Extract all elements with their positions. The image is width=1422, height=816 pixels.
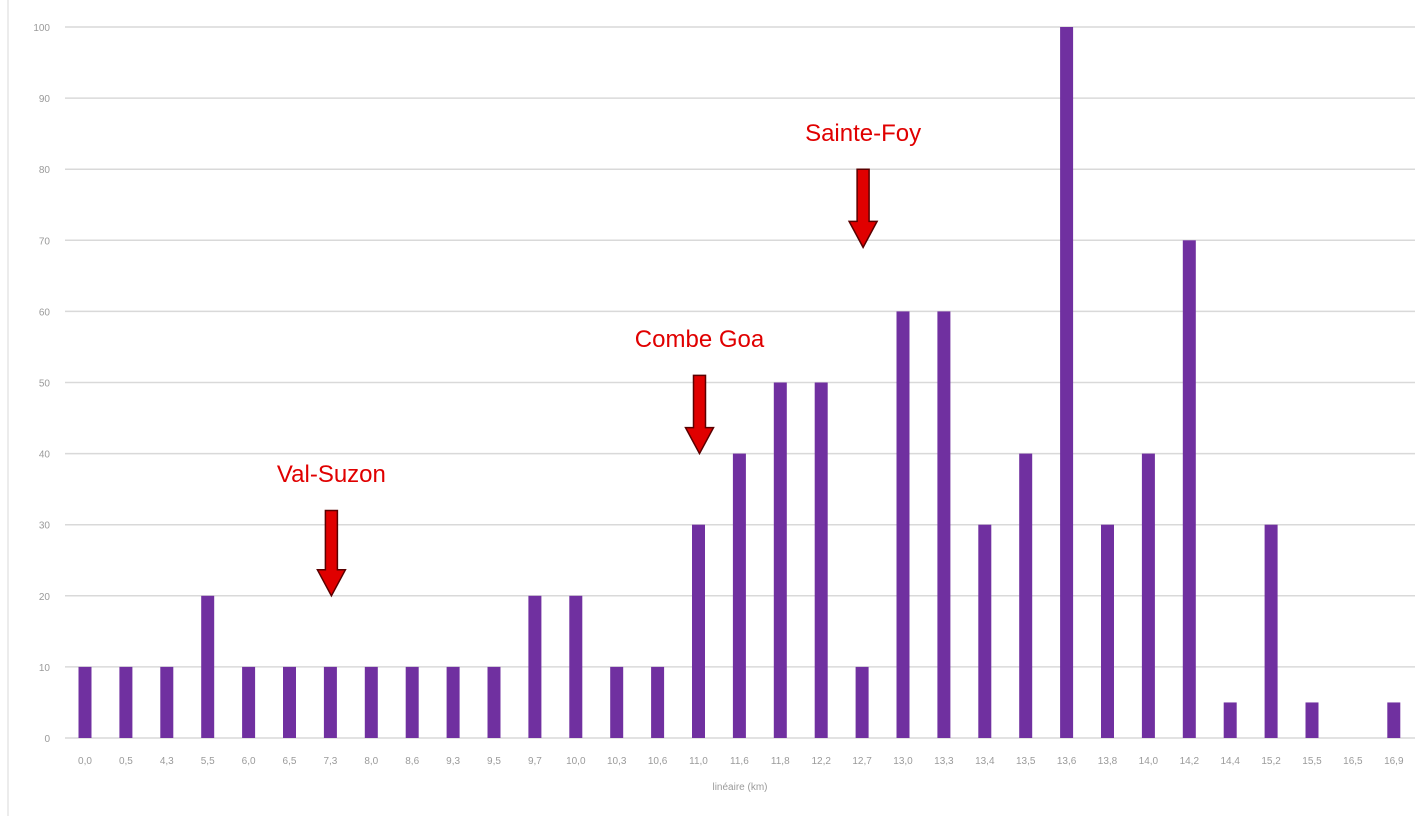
y-tick-label: 10 bbox=[39, 663, 51, 674]
annotation: Combe Goa bbox=[635, 326, 765, 456]
x-tick-label: 14,2 bbox=[1180, 756, 1200, 767]
x-tick-label: 13,4 bbox=[975, 756, 995, 767]
annotation-label: Val-Suzon bbox=[277, 461, 386, 488]
bar bbox=[1182, 240, 1196, 739]
bar bbox=[773, 382, 787, 738]
y-tick-label: 100 bbox=[33, 23, 50, 34]
bar bbox=[651, 666, 665, 738]
down-arrow-icon bbox=[684, 374, 715, 456]
bar bbox=[405, 666, 419, 738]
y-tick-label: 90 bbox=[39, 94, 51, 105]
y-axis-tick-labels: 0 10 20 30 40 50 60 70 80 90 100 bbox=[33, 23, 50, 745]
x-tick-label: 9,3 bbox=[446, 756, 460, 767]
x-tick-label: 13,0 bbox=[893, 756, 913, 767]
down-arrow-icon bbox=[847, 168, 879, 249]
x-axis-tick-labels: 0,0 0,5 4,3 5,5 6,0 6,5 7,3 8,0 8,6 9,3 9,5 9,7 10,0… bbox=[78, 756, 1404, 767]
bar bbox=[283, 666, 296, 738]
x-tick-label: 13,6 bbox=[1057, 756, 1077, 767]
bar bbox=[446, 666, 460, 738]
x-tick-label: 9,5 bbox=[487, 756, 501, 767]
bar bbox=[814, 382, 828, 738]
x-tick-label: 0,0 bbox=[78, 756, 92, 767]
bar bbox=[1101, 524, 1114, 738]
y-tick-label: 30 bbox=[39, 521, 51, 532]
x-tick-label: 10,0 bbox=[566, 756, 586, 767]
x-tick-label: 12,7 bbox=[852, 756, 872, 767]
x-tick-label: 16,5 bbox=[1343, 756, 1363, 767]
x-tick-label: 4,3 bbox=[160, 756, 174, 767]
bar bbox=[1305, 702, 1319, 738]
annotation: Val-Suzon bbox=[277, 461, 386, 598]
annotation-label: Combe Goa bbox=[635, 326, 765, 353]
bar bbox=[364, 666, 378, 738]
bar bbox=[119, 666, 133, 738]
x-tick-label: 8,6 bbox=[405, 756, 419, 767]
bars bbox=[78, 27, 1401, 739]
bar bbox=[1264, 524, 1278, 738]
x-tick-label: 15,2 bbox=[1261, 756, 1281, 767]
bar bbox=[1223, 702, 1237, 738]
bar bbox=[732, 453, 746, 738]
y-tick-label: 50 bbox=[39, 379, 51, 390]
bar bbox=[978, 524, 992, 738]
x-tick-label: 11,0 bbox=[689, 756, 708, 767]
bar bbox=[1141, 453, 1155, 738]
bar bbox=[201, 595, 215, 738]
y-tick-label: 0 bbox=[44, 734, 50, 745]
x-tick-label: 15,5 bbox=[1302, 756, 1322, 767]
bar bbox=[855, 666, 869, 738]
x-tick-label: 16,9 bbox=[1384, 756, 1404, 767]
annotation-label: Sainte-Foy bbox=[805, 120, 921, 147]
annotations: Val-Suzon Combe Goa Sainte-Foy bbox=[277, 120, 921, 598]
bar bbox=[78, 666, 92, 738]
x-tick-label: 7,3 bbox=[323, 756, 337, 767]
bar bbox=[692, 524, 705, 738]
x-tick-label: 12,2 bbox=[811, 756, 831, 767]
x-axis-title: linéaire (km) bbox=[712, 782, 767, 793]
x-tick-label: 6,5 bbox=[283, 756, 297, 767]
bar bbox=[569, 595, 583, 738]
bar bbox=[1019, 453, 1033, 738]
x-tick-label: 10,3 bbox=[607, 756, 627, 767]
y-tick-label: 70 bbox=[39, 236, 51, 247]
bar bbox=[160, 666, 174, 738]
x-tick-label: 5,5 bbox=[201, 756, 215, 767]
bar bbox=[1387, 702, 1401, 738]
x-tick-label: 13,3 bbox=[934, 756, 954, 767]
y-tick-label: 80 bbox=[39, 165, 51, 176]
x-tick-label: 6,0 bbox=[242, 756, 256, 767]
x-tick-label: 14,0 bbox=[1139, 756, 1159, 767]
x-tick-label: 11,6 bbox=[730, 756, 749, 767]
bar bbox=[323, 666, 337, 738]
x-tick-label: 11,8 bbox=[771, 756, 790, 767]
y-tick-label: 40 bbox=[39, 450, 51, 461]
x-tick-label: 13,5 bbox=[1016, 756, 1036, 767]
x-tick-label: 13,8 bbox=[1098, 756, 1118, 767]
bar bbox=[937, 311, 951, 738]
y-tick-label: 60 bbox=[39, 307, 51, 318]
down-arrow-icon bbox=[316, 509, 347, 598]
bar bbox=[487, 666, 501, 738]
bar bbox=[242, 666, 256, 738]
bar bbox=[610, 666, 624, 738]
y-tick-label: 20 bbox=[39, 592, 51, 603]
x-tick-label: 14,4 bbox=[1220, 756, 1240, 767]
bar bbox=[1060, 27, 1074, 738]
bar bbox=[896, 311, 910, 738]
annotation: Sainte-Foy bbox=[805, 120, 921, 249]
x-tick-label: 10,6 bbox=[648, 756, 668, 767]
x-tick-label: 0,5 bbox=[119, 756, 133, 767]
bar bbox=[528, 595, 542, 738]
x-tick-label: 8,0 bbox=[364, 756, 378, 767]
x-tick-label: 9,7 bbox=[528, 756, 542, 767]
